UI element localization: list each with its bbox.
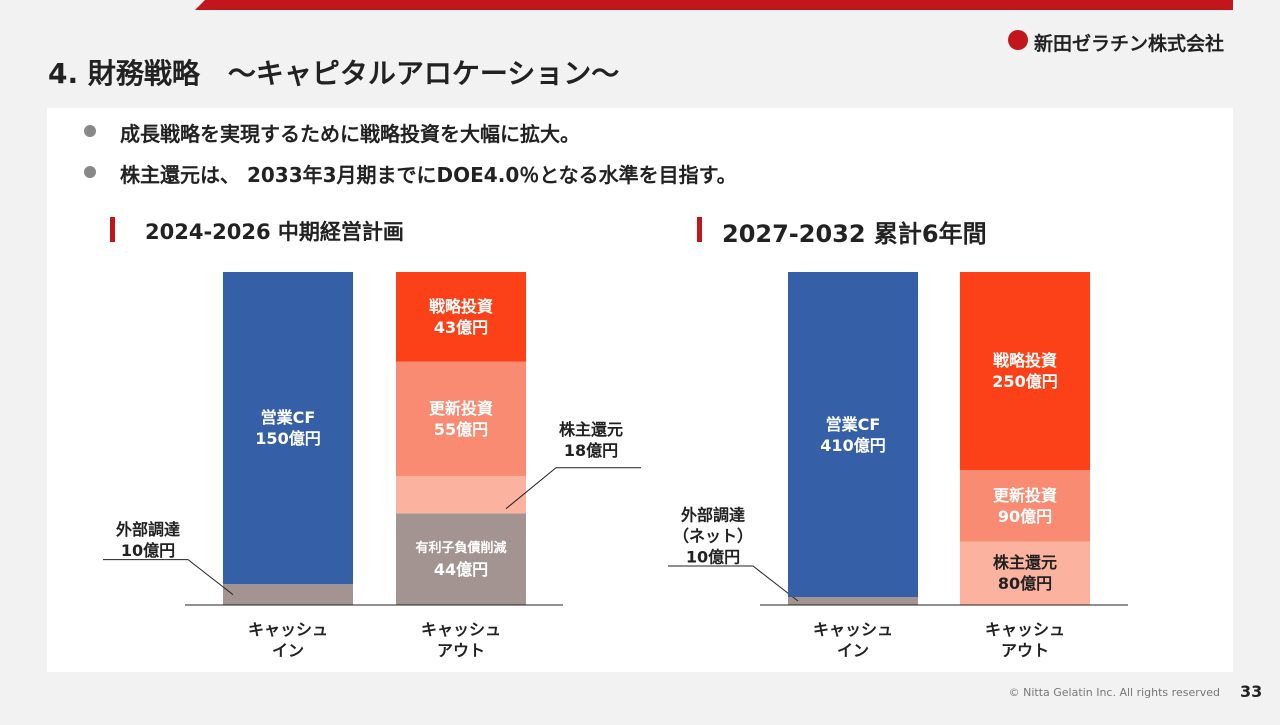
bar-segment — [960, 470, 1090, 542]
logo — [1008, 30, 1028, 50]
bullet: 成長戦略を実現するために戦略投資を大幅に拡大。 — [120, 122, 580, 146]
bar-segment — [223, 584, 353, 605]
segment-value: 55億円 — [433, 419, 489, 439]
segment-name: 戦略投資 — [992, 351, 1057, 371]
segment-name: 株主還元 — [558, 419, 624, 439]
bar-segment — [396, 475, 526, 514]
segment-name: 営業CF — [260, 408, 316, 428]
company-name: 新田ゼラチン株式会社 — [1034, 33, 1225, 55]
bar-segment — [396, 272, 526, 362]
title-marker — [110, 217, 115, 242]
chart-title: 2024-2026 中期経営計画 — [145, 220, 404, 244]
segment-label: 外部調達 （ネット） 10億円 — [673, 505, 753, 568]
segment-name: 株主還元 — [992, 553, 1058, 573]
segment-value: 410億円 — [820, 435, 886, 455]
segment-label: 株主還元 18億円 — [559, 419, 623, 461]
page-number: 33 — [1240, 682, 1263, 701]
x-tick-label: キャッシュ アウト — [984, 620, 1066, 660]
bullet-dot — [84, 125, 96, 137]
copyright: © Nitta Gelatin Inc. All rights reserved — [1008, 686, 1220, 699]
segment-name: 戦略投資 — [428, 296, 494, 316]
segment-label: 営業CF 410億円 — [820, 414, 885, 456]
segment-value: 44億円 — [433, 560, 489, 580]
leader-line — [505, 467, 641, 510]
segment-label: 戦略投資 250億円 — [992, 350, 1057, 392]
chart-title: 2027-2032 累計6年間 — [722, 220, 987, 248]
bar-segment — [788, 272, 918, 598]
segment-label: 株主還元 80億円 — [993, 552, 1057, 594]
bar-segment — [960, 541, 1090, 605]
segment-value: 90億円 — [997, 506, 1053, 526]
bar-segment — [960, 272, 1090, 471]
segment-value: 150億円 — [255, 429, 321, 449]
segment-value: 10億円 — [685, 547, 741, 567]
segment-name: 営業CF — [825, 414, 881, 434]
segment-label: 更新投資 90億円 — [993, 485, 1057, 527]
title-marker — [697, 217, 702, 242]
segment-name: 更新投資 — [992, 485, 1058, 505]
x-tick-label: キャッシュ アウト — [420, 620, 502, 660]
segment-label: 有利子負債削減 44億円 — [415, 538, 506, 580]
segment-name: 有利子負債削減 — [415, 541, 507, 557]
bullet-dot — [84, 166, 96, 178]
segment-name: 外部調達 — [115, 519, 181, 539]
slide-title: 4. 財務戦略 ～キャピタルアロケーション～ — [48, 57, 620, 90]
segment-label: 営業CF 150億円 — [255, 407, 320, 449]
top-band — [195, 0, 1233, 10]
bar-segment — [223, 272, 353, 585]
bar-segment — [788, 597, 918, 605]
segment-name: 外部調達 （ネット） — [672, 505, 754, 546]
bar-segment — [396, 361, 526, 476]
segment-value: 18億円 — [563, 440, 619, 460]
bar-segment — [396, 513, 526, 605]
segment-label: 更新投資 55億円 — [429, 398, 493, 440]
leader-line — [103, 559, 234, 595]
segment-value: 43億円 — [433, 317, 489, 337]
x-tick-label: キャッシュ イン — [812, 620, 894, 660]
bullet: 株主還元は、 2033年3月期までにDOE4.0％となる水準を目指す。 — [120, 163, 737, 187]
segment-value: 10億円 — [120, 540, 176, 560]
segment-value: 250億円 — [992, 372, 1058, 392]
x-tick-label: キャッシュ イン — [247, 620, 329, 660]
segment-name: 更新投資 — [428, 398, 494, 418]
segment-value: 80億円 — [997, 574, 1053, 594]
leader-line — [668, 565, 799, 602]
segment-label: 外部調達 10億円 — [116, 519, 180, 561]
segment-label: 戦略投資 43億円 — [429, 296, 493, 338]
band-gap — [0, 0, 195, 10]
